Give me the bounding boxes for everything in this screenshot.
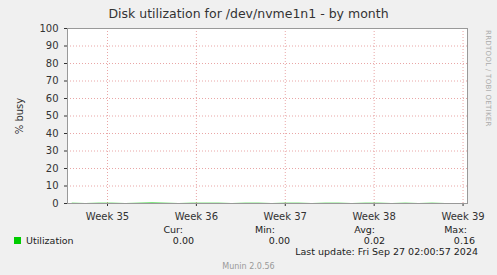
svg-text:80: 80 [46,58,59,69]
html-text:Utilization: Utilization [26,235,74,246]
svg-text:Week 35: Week 35 [86,211,129,220]
svg-text:60: 60 [46,93,59,104]
html-text:Last update: Fri Sep 27 02:00:: Last update: Fri Sep 27 02:00:57 2024 [295,246,478,257]
svg-text:100: 100 [39,23,58,34]
svg-text:30: 30 [46,145,59,156]
html-text:Disk utilization for /dev/nvme: Disk utilization for /dev/nvme1n1 - by m… [108,6,389,21]
svg-text:Week 39: Week 39 [441,211,484,220]
svg-text:90: 90 [46,40,59,51]
svg-text:10: 10 [46,180,59,191]
html-text:Cur:: Cur: [163,224,183,235]
svg-text:70: 70 [46,75,59,86]
html-text:Munin 2.0.56: Munin 2.0.56 [222,262,275,271]
svg-text:40: 40 [46,128,59,139]
svg-text:50: 50 [46,110,59,121]
html-text:Min:: Min: [254,224,275,235]
html-text:0.16: 0.16 [453,235,475,246]
svg-text:20: 20 [46,163,59,174]
html-text:Max:: Max: [444,224,467,235]
html-text:0.02: 0.02 [363,235,385,246]
svg-text:% busy: % busy [14,98,25,135]
svg-text:Week 36: Week 36 [175,211,218,220]
svg-text:Week 37: Week 37 [264,211,307,220]
html-text:0.00: 0.00 [268,235,290,246]
html-text:0.00: 0.00 [172,235,194,246]
svg-text:0: 0 [52,198,58,209]
svg-text:Week 38: Week 38 [353,211,396,220]
html-text:Avg:: Avg: [354,224,375,235]
html-text:RRDTOOL / TOBI OETIKER: RRDTOOL / TOBI OETIKER [484,30,492,127]
